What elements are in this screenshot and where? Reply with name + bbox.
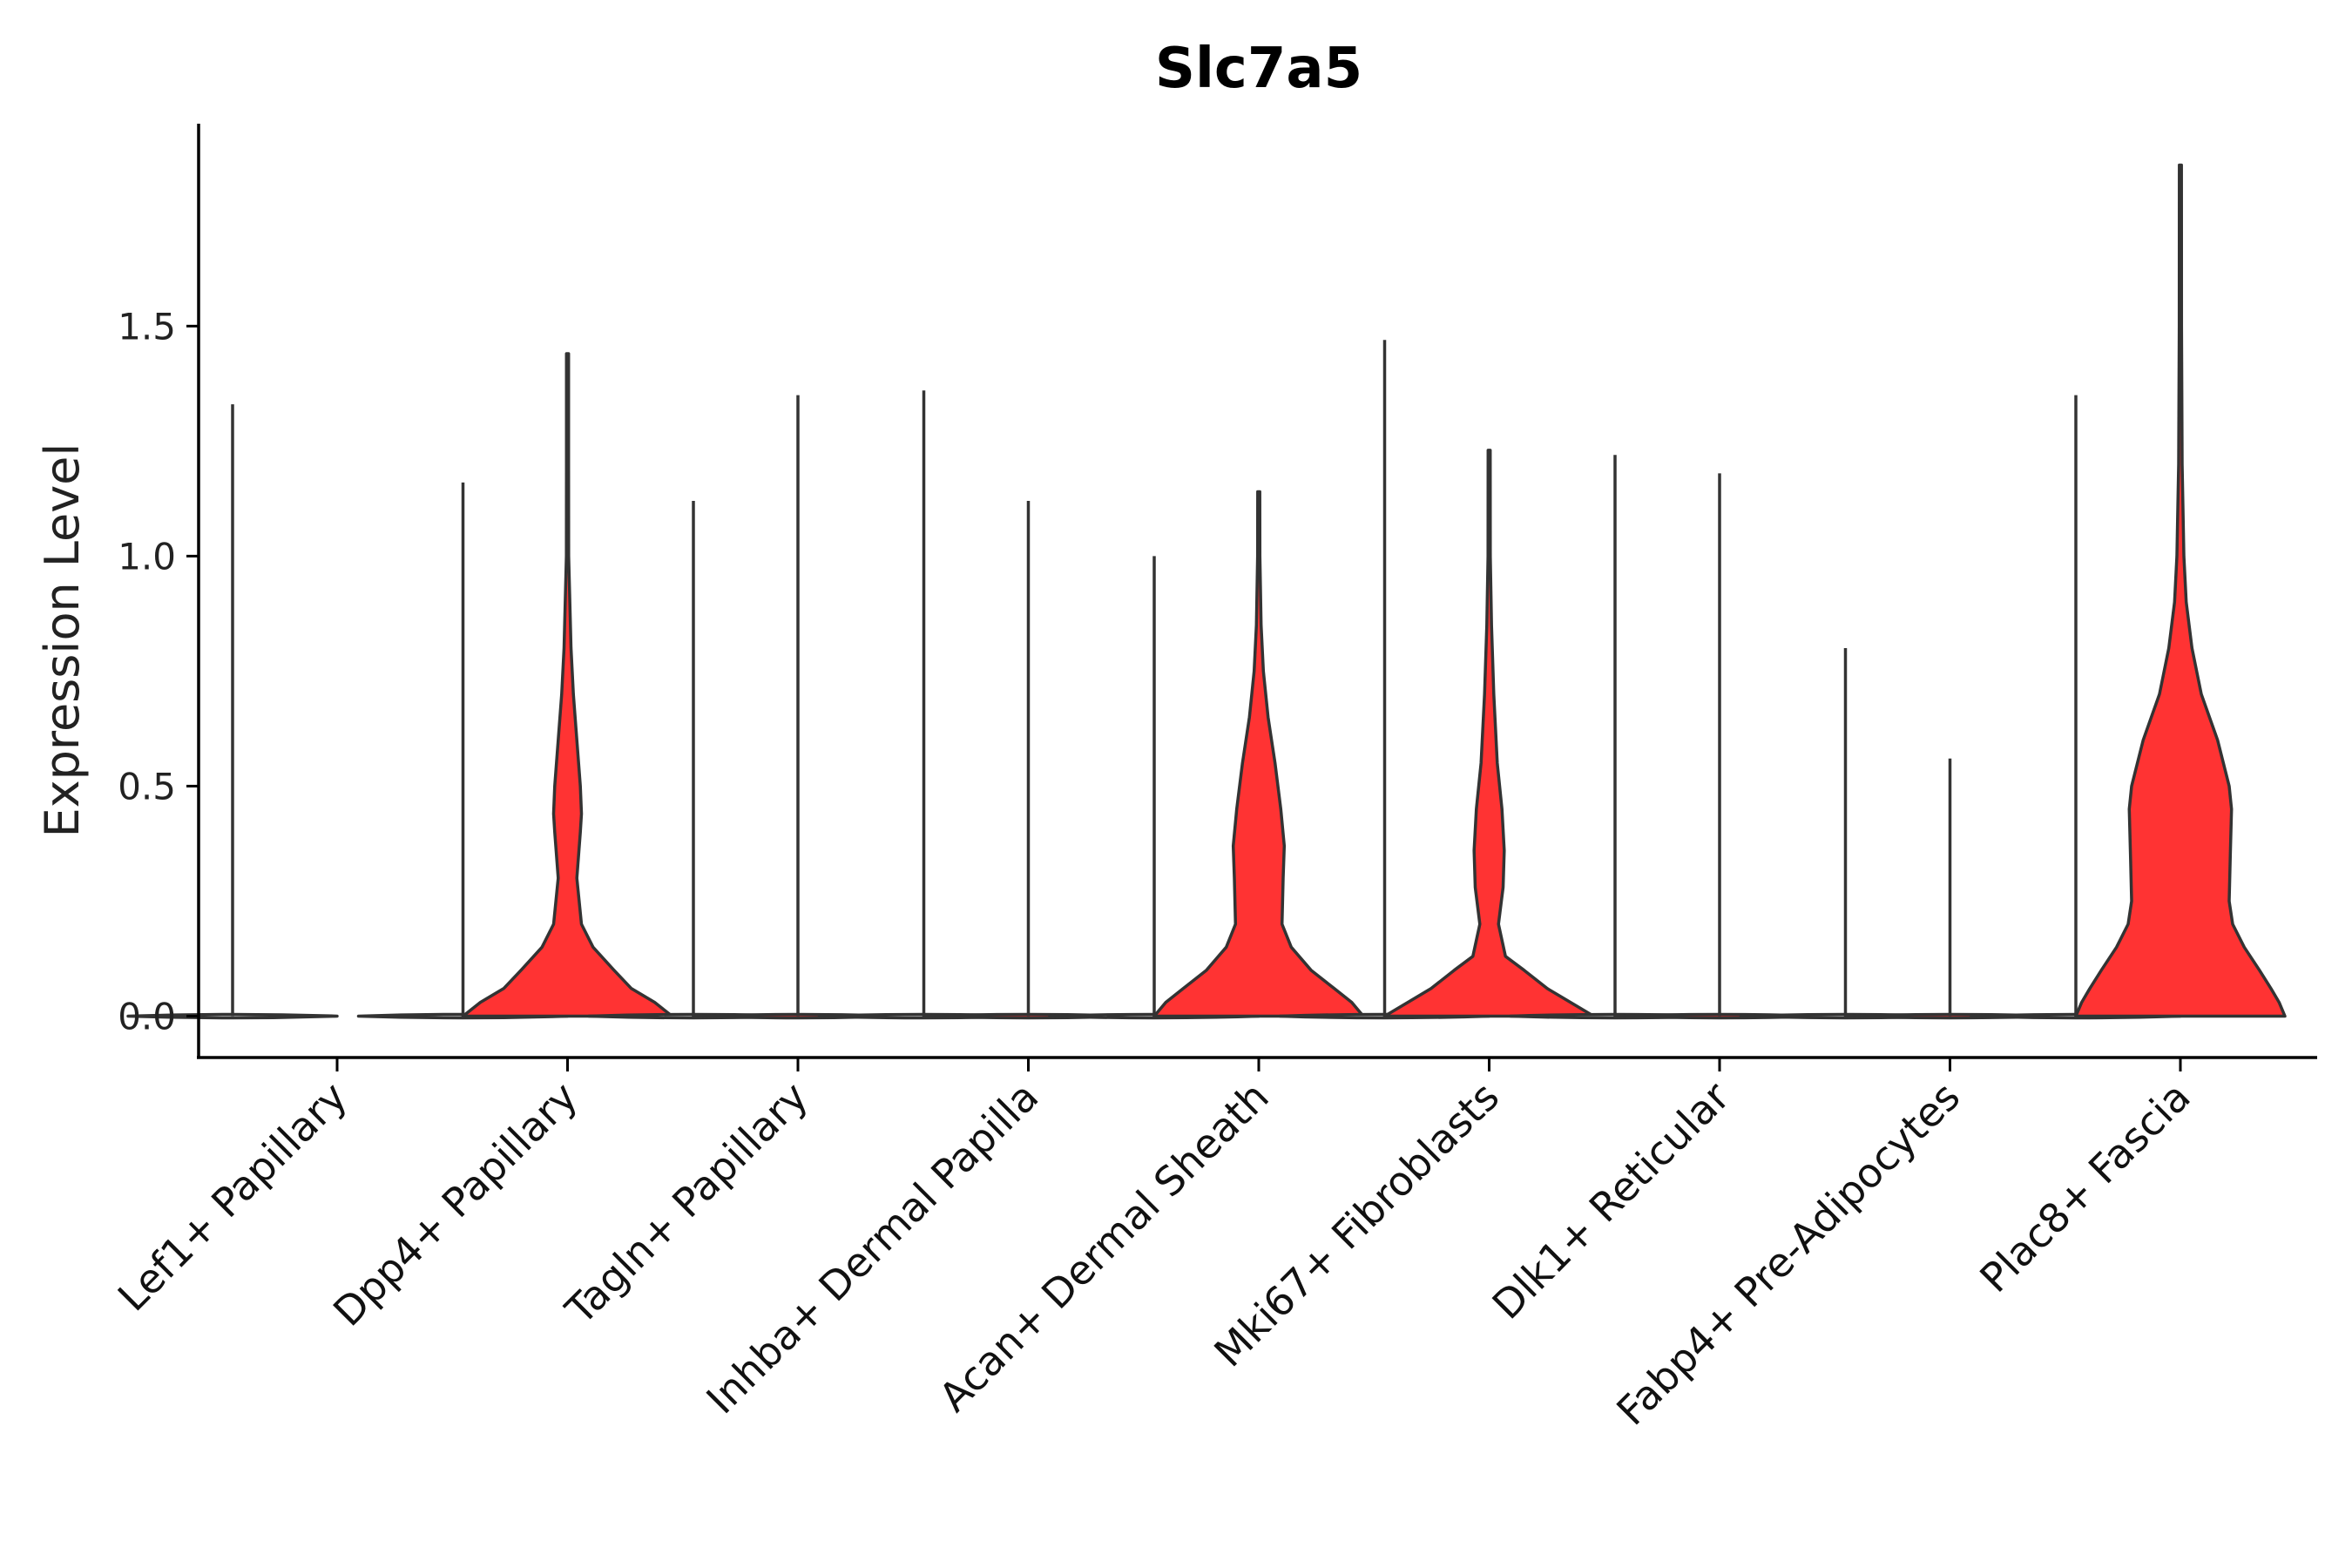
violin-shape (1382, 449, 1596, 1018)
y-ticks: 0.0 0.5 1.0 1.5 (118, 305, 199, 1037)
chart-title: Slc7a5 (1155, 37, 1362, 101)
axes (197, 124, 2317, 1059)
y-tick-label: 0.5 (118, 765, 176, 808)
violin-shape (461, 352, 674, 1018)
violin-shape (1152, 490, 1365, 1018)
x-category-label: Plac8+ Fascia (1970, 1073, 2199, 1301)
y-tick-label: 1.0 (118, 535, 176, 578)
y-axis-label: Expression Level (35, 443, 90, 838)
x-category-label: Tagln+ Papillary (556, 1073, 817, 1335)
x-category-label: Lef1+ Papillary (109, 1073, 356, 1321)
violin-shape (2074, 163, 2287, 1018)
x-category-label: Dpp4+ Papillary (324, 1073, 586, 1335)
violin-layer (126, 163, 2287, 1020)
y-tick-label: 1.5 (118, 305, 176, 348)
x-category-label: Dlk1+ Reticular (1484, 1073, 1739, 1328)
y-tick-label: 0.0 (118, 995, 176, 1037)
